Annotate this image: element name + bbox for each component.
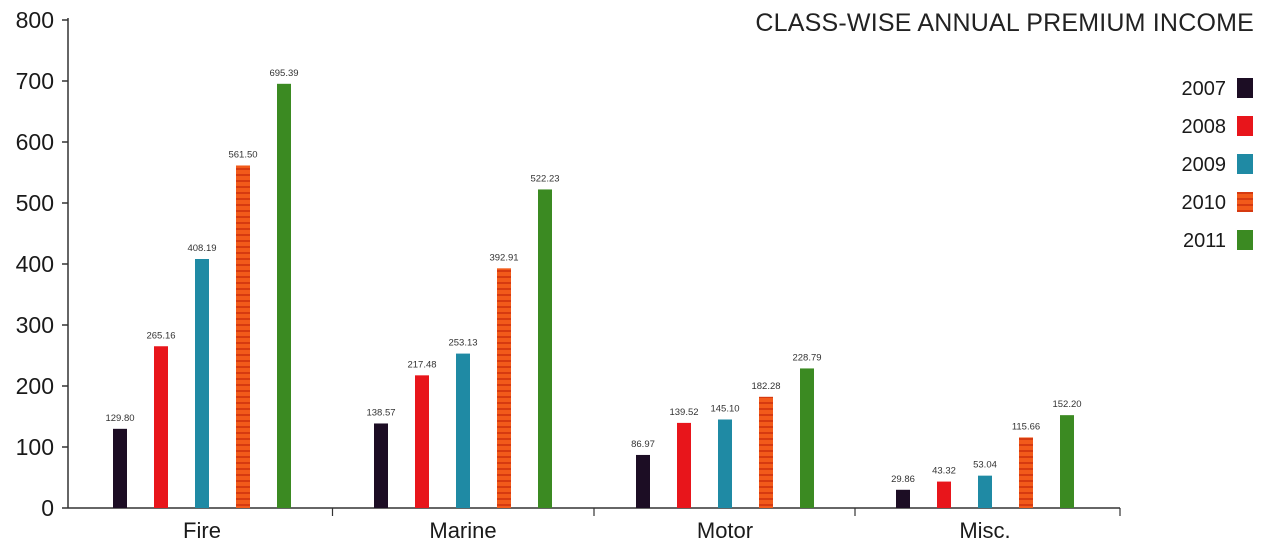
- bar-marine-2010: [497, 268, 511, 508]
- y-tick-label: 500: [16, 190, 54, 216]
- x-tick-label-marine: Marine: [429, 518, 496, 543]
- bar-marine-2007: [374, 423, 388, 508]
- data-label-marine-2007: 138.57: [366, 407, 395, 418]
- data-labels: 129.80 265.16 408.19 561.50 695.39 138.57 217.…: [105, 68, 1081, 485]
- x-tick-label-misc: Misc.: [959, 518, 1010, 543]
- legend-swatch: [1237, 230, 1253, 250]
- bar-misc-2007: [896, 489, 910, 508]
- legend-swatch: [1237, 78, 1253, 98]
- legend-label: 2008: [1182, 116, 1227, 138]
- axes: [67, 18, 1120, 509]
- bar-motor-2009: [718, 419, 732, 508]
- chart-title: CLASS-WISE ANNUAL PREMIUM INCOME: [755, 9, 1254, 37]
- y-tick-label: 400: [16, 251, 54, 277]
- bar-marine-2011: [538, 189, 552, 508]
- data-label-misc-2008: 43.32: [932, 466, 956, 477]
- data-label-fire-2011: 695.39: [269, 68, 298, 79]
- legend-swatch: [1237, 192, 1253, 212]
- y-axis-ticks: 0 100 200 300 400 500 600 700 800: [16, 7, 68, 521]
- data-label-misc-2009: 53.04: [973, 460, 997, 471]
- legend-item-2009: 2009: [1182, 154, 1253, 176]
- bar-misc-2011: [1060, 415, 1074, 508]
- bar-fire-2010: [236, 165, 250, 509]
- legend-swatch: [1237, 116, 1253, 136]
- bars: [113, 83, 1074, 509]
- legend-item-2010: 2010: [1182, 192, 1253, 214]
- bar-motor-2008: [677, 422, 691, 508]
- bar-misc-2008: [937, 481, 951, 508]
- data-label-fire-2008: 265.16: [146, 330, 175, 341]
- data-label-misc-2007: 29.86: [891, 474, 915, 485]
- bar-misc-2009: [978, 475, 992, 508]
- y-tick-label: 200: [16, 373, 54, 399]
- bar-misc-2010: [1019, 437, 1033, 508]
- bar-motor-2010: [759, 396, 773, 508]
- data-label-misc-2011: 152.20: [1052, 399, 1081, 410]
- legend-label: 2007: [1182, 78, 1227, 100]
- data-label-motor-2011: 228.79: [792, 352, 821, 363]
- data-label-fire-2009: 408.19: [187, 243, 216, 254]
- data-label-marine-2008: 217.48: [407, 359, 436, 370]
- legend-label: 2009: [1182, 154, 1227, 176]
- data-label-marine-2010: 392.91: [489, 252, 518, 263]
- bar-motor-2011: [800, 368, 814, 508]
- data-label-misc-2010: 115.66: [1012, 421, 1040, 432]
- y-tick-label: 100: [16, 434, 54, 460]
- data-label-motor-2009: 145.10: [710, 403, 739, 414]
- data-label-motor-2010: 182.28: [751, 381, 780, 392]
- y-tick-label: 800: [16, 7, 54, 33]
- legend-label: 2010: [1182, 192, 1227, 214]
- data-label-motor-2008: 139.52: [669, 407, 698, 418]
- legend: 2007 2008 2009 2010 2011: [1182, 78, 1253, 252]
- legend-item-2008: 2008: [1182, 116, 1253, 138]
- data-label-fire-2007: 129.80: [105, 413, 134, 424]
- legend-item-2007: 2007: [1182, 78, 1253, 100]
- data-label-motor-2007: 86.97: [631, 439, 655, 450]
- bar-motor-2007: [636, 454, 650, 508]
- legend-label: 2011: [1183, 230, 1226, 252]
- legend-item-2011: 2011: [1183, 230, 1253, 252]
- x-axis-ticks: Fire Marine Motor Misc.: [183, 508, 1121, 543]
- bar-marine-2009: [456, 353, 470, 508]
- x-tick-label-fire: Fire: [183, 518, 221, 543]
- y-tick-label: 600: [16, 129, 54, 155]
- bar-fire-2007: [113, 428, 127, 508]
- y-tick-label: 300: [16, 312, 54, 338]
- y-tick-label: 0: [41, 495, 54, 521]
- data-label-fire-2010: 561.50: [228, 149, 257, 160]
- data-label-marine-2011: 522.23: [530, 173, 559, 184]
- data-label-marine-2009: 253.13: [448, 338, 477, 349]
- bar-marine-2008: [415, 375, 429, 508]
- bar-fire-2011: [277, 83, 291, 508]
- y-tick-label: 700: [16, 68, 54, 94]
- bar-fire-2008: [154, 346, 168, 508]
- legend-swatch: [1237, 154, 1253, 174]
- x-tick-label-motor: Motor: [697, 518, 753, 543]
- bar-fire-2009: [195, 259, 209, 508]
